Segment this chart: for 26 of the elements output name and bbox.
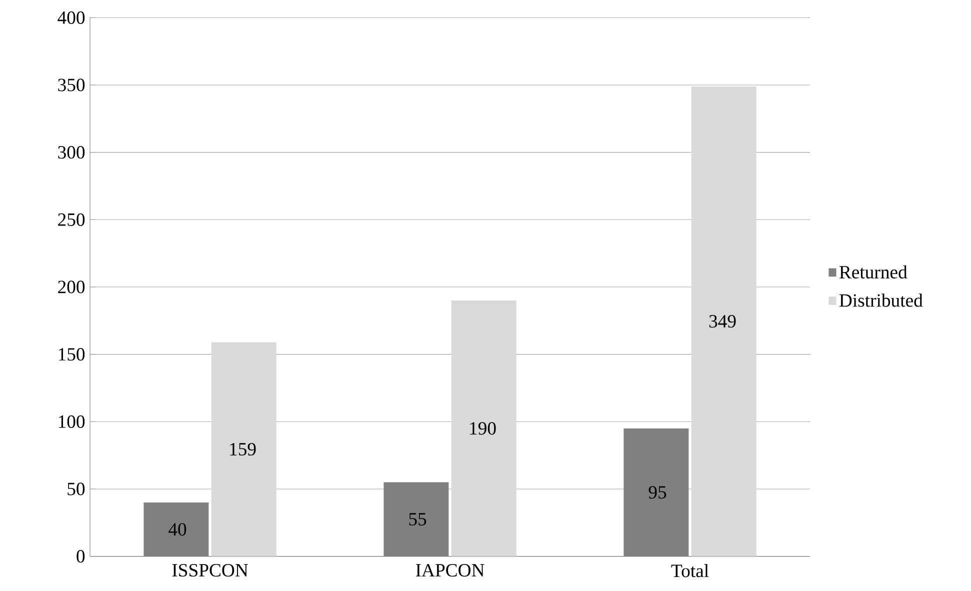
bar	[384, 482, 449, 556]
y-tick-label: 150	[58, 348, 85, 361]
y-tick-label: 250	[58, 213, 85, 226]
data-label: 349	[709, 315, 736, 328]
legend-label: Distributed	[839, 294, 923, 307]
y-tick-label: 350	[58, 78, 85, 92]
y-tick-label: 200	[58, 280, 85, 294]
bar	[451, 300, 516, 556]
x-tick-label: ISSPCON	[172, 564, 248, 577]
x-tick-label: Total	[671, 564, 709, 578]
bar	[144, 502, 209, 556]
legend-label: Returned	[839, 265, 908, 279]
y-tick-label: 100	[58, 415, 85, 428]
bar	[211, 342, 276, 556]
y-tick-label: 400	[58, 11, 85, 24]
bar	[624, 428, 689, 556]
data-label: 159	[230, 442, 256, 456]
x-tick-label: IAPCON	[416, 564, 484, 577]
data-label: 55	[409, 513, 426, 526]
y-tick-label: 0	[76, 550, 85, 563]
y-tick-label: 50	[68, 482, 85, 496]
y-tick-label: 300	[58, 146, 85, 159]
data-label: 190	[470, 422, 496, 435]
data-label: 40	[168, 523, 186, 536]
bar	[691, 86, 756, 556]
data-label: 95	[648, 486, 666, 499]
